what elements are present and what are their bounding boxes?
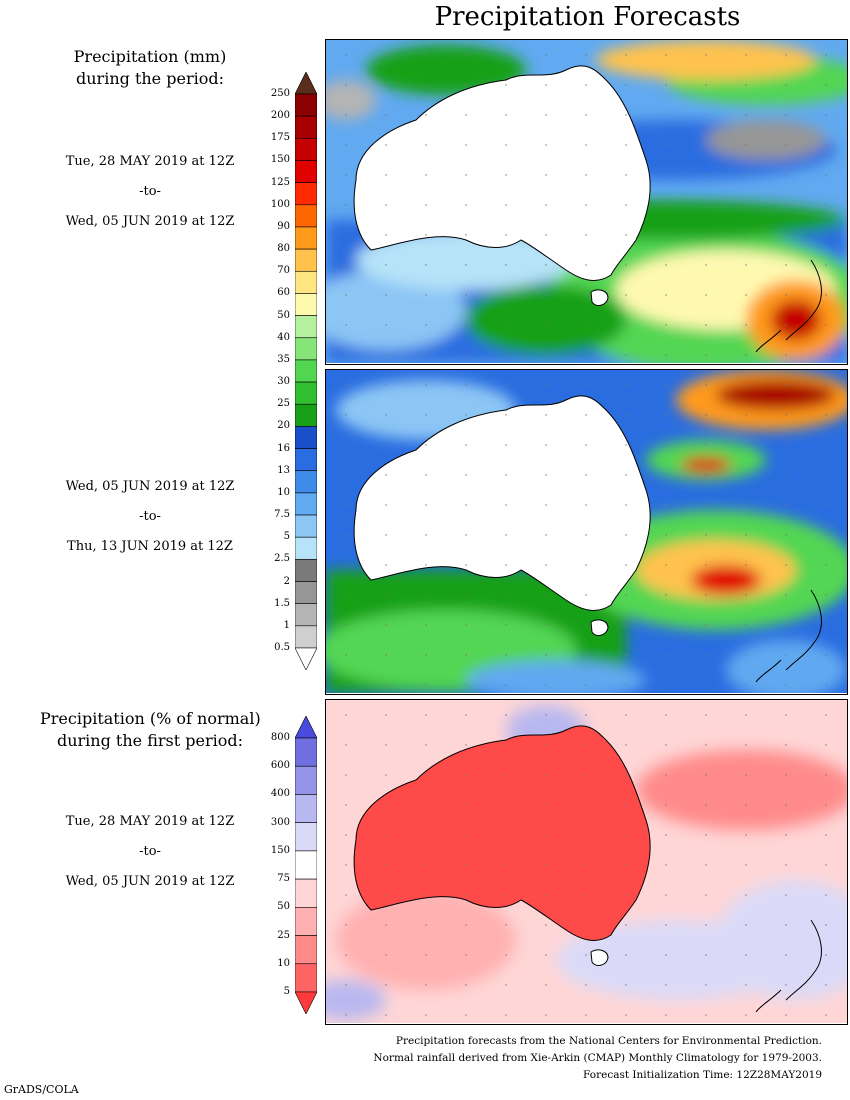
mm-colorbar-label: 1 — [283, 619, 290, 631]
pct-colorbar-label: 5 — [283, 986, 290, 997]
pct-colorbar-label: 600 — [270, 760, 290, 772]
mm-colorbar-label: 7.5 — [274, 509, 290, 521]
mm-colorbar-swatch — [295, 536, 317, 560]
pct-colorbar-swatch-bottom — [295, 991, 317, 1014]
page-title: Precipitation Forecasts — [434, 2, 741, 32]
mm-colorbar-swatch-bottom — [295, 647, 317, 670]
pct-colorbar-swatch — [295, 963, 317, 993]
footer-line-2: Normal rainfall derived from Xie-Arkin (… — [373, 1052, 822, 1064]
mm-colorbar-swatch — [295, 381, 317, 405]
mm-colorbar-label: 30 — [277, 376, 290, 388]
panel1-start-date: Tue, 28 MAY 2019 at 12Z — [65, 154, 235, 169]
panel1-end-date: Wed, 05 JUN 2019 at 12Z — [65, 214, 235, 229]
mm-colorbar-label: 100 — [270, 198, 290, 210]
mm-colorbar-label: 2.5 — [274, 553, 290, 565]
mm-colorbar-label: 175 — [270, 132, 290, 144]
panel3-separator: -to- — [139, 844, 161, 859]
mm-colorbar-label: 70 — [277, 265, 290, 277]
pct-colorbar-label: 150 — [270, 844, 290, 856]
mm-colorbar — [295, 72, 317, 670]
mm-colorbar-swatch — [295, 403, 317, 427]
panel2-start-date: Wed, 05 JUN 2019 at 12Z — [65, 479, 235, 494]
mm-colorbar-label: 25 — [277, 398, 290, 410]
panel3-heading-line2: during the first period: — [56, 731, 244, 750]
footer-line-1: Precipitation forecasts from the Nationa… — [395, 1035, 822, 1047]
mm-colorbar-swatch — [295, 359, 317, 383]
pct-colorbar-swatch — [295, 794, 317, 823]
mm-colorbar-swatch — [295, 514, 317, 538]
mm-colorbar-label: 250 — [270, 88, 290, 99]
pct-colorbar-label: 50 — [277, 901, 290, 913]
mm-colorbar-swatch — [295, 248, 317, 272]
pct-colorbar-swatch — [295, 850, 317, 880]
mm-colorbar-label: 2 — [283, 575, 290, 587]
mm-colorbar-label: 150 — [270, 154, 290, 166]
pct-colorbar-swatch — [295, 935, 317, 965]
mm-colorbar-swatch — [295, 293, 317, 316]
mm-colorbar-label: 125 — [270, 176, 290, 188]
mm-colorbar-swatch — [295, 581, 317, 604]
panel3-heading-line1: Precipitation (% of normal) — [40, 709, 261, 728]
pct-colorbar-label: 800 — [270, 732, 290, 743]
map-panel-1 — [325, 39, 848, 365]
pct-colorbar-swatch — [295, 907, 317, 936]
pct-colorbar-swatch — [295, 878, 317, 908]
mm-colorbar-swatch — [295, 93, 317, 117]
mm-colorbar-label: 35 — [277, 353, 290, 365]
mm-colorbar-label: 13 — [277, 464, 290, 476]
mm-colorbar-label: 5 — [283, 531, 290, 543]
mm-colorbar-label: 90 — [277, 220, 290, 232]
mm-colorbar-swatch — [295, 182, 317, 206]
mm-colorbar-swatch — [295, 625, 317, 649]
pct-colorbar-swatch — [295, 737, 317, 767]
mm-colorbar-swatch — [295, 426, 317, 449]
mm-colorbar-swatch — [295, 115, 317, 139]
mm-colorbar-swatch — [295, 160, 317, 183]
mm-colorbar-swatch — [295, 315, 317, 339]
panel1-separator: -to- — [139, 184, 161, 199]
mm-colorbar-swatch — [295, 603, 317, 627]
panel1-heading-line1: Precipitation (mm) — [73, 47, 227, 66]
mm-colorbar-swatch — [295, 448, 317, 472]
panel2-end-date: Thu, 13 JUN 2019 at 12Z — [67, 539, 233, 554]
pct-colorbar-swatch — [295, 822, 317, 852]
mm-colorbar-label: 50 — [277, 309, 290, 321]
pct-colorbar-swatch — [295, 765, 317, 795]
mm-colorbar-label: 1.5 — [274, 597, 290, 609]
mm-colorbar-label: 80 — [277, 243, 290, 255]
mm-colorbar-label: 10 — [277, 486, 290, 498]
pct-colorbar-label: 25 — [277, 929, 290, 941]
pct-colorbar-label: 10 — [277, 957, 290, 969]
mm-colorbar-label: 20 — [277, 420, 290, 432]
mm-colorbar-label: 0.5 — [274, 642, 290, 653]
pct-colorbar-label: 400 — [270, 788, 290, 800]
mm-colorbar-swatch — [295, 337, 317, 361]
credit: GrADS/COLA — [4, 1083, 79, 1096]
mm-colorbar-swatch — [295, 138, 317, 161]
mm-colorbar-swatch — [295, 226, 317, 250]
mm-colorbar-swatch — [295, 470, 317, 494]
mm-colorbar-swatch — [295, 492, 317, 516]
panel1-heading: Precipitation (mm) during the period: — [40, 46, 260, 90]
mm-colorbar-label: 60 — [277, 287, 290, 299]
panel2-separator: -to- — [139, 509, 161, 524]
mm-colorbar-swatch — [295, 204, 317, 228]
pct-colorbar-label: 75 — [277, 873, 290, 885]
mm-colorbar-label: 40 — [277, 331, 290, 343]
mm-colorbar-label: 200 — [270, 110, 290, 122]
mm-colorbar-swatch — [295, 559, 317, 582]
map-panel-2 — [325, 369, 848, 695]
pct-colorbar — [295, 716, 317, 1014]
panel3-start-date: Tue, 28 MAY 2019 at 12Z — [65, 814, 235, 829]
mm-colorbar-swatch — [295, 270, 317, 294]
panel3-end-date: Wed, 05 JUN 2019 at 12Z — [65, 874, 235, 889]
mm-colorbar-swatch-top — [295, 72, 317, 95]
map-panel-3 — [325, 699, 848, 1025]
pct-colorbar-swatch-top — [295, 716, 317, 739]
panel1-heading-line2: during the period: — [76, 69, 224, 88]
pct-colorbar-label: 300 — [270, 816, 290, 828]
footer-line-3: Forecast Initialization Time: 12Z28MAY20… — [583, 1069, 822, 1081]
panel3-heading: Precipitation (% of normal) during the f… — [40, 708, 261, 752]
mm-colorbar-label: 16 — [277, 442, 290, 454]
